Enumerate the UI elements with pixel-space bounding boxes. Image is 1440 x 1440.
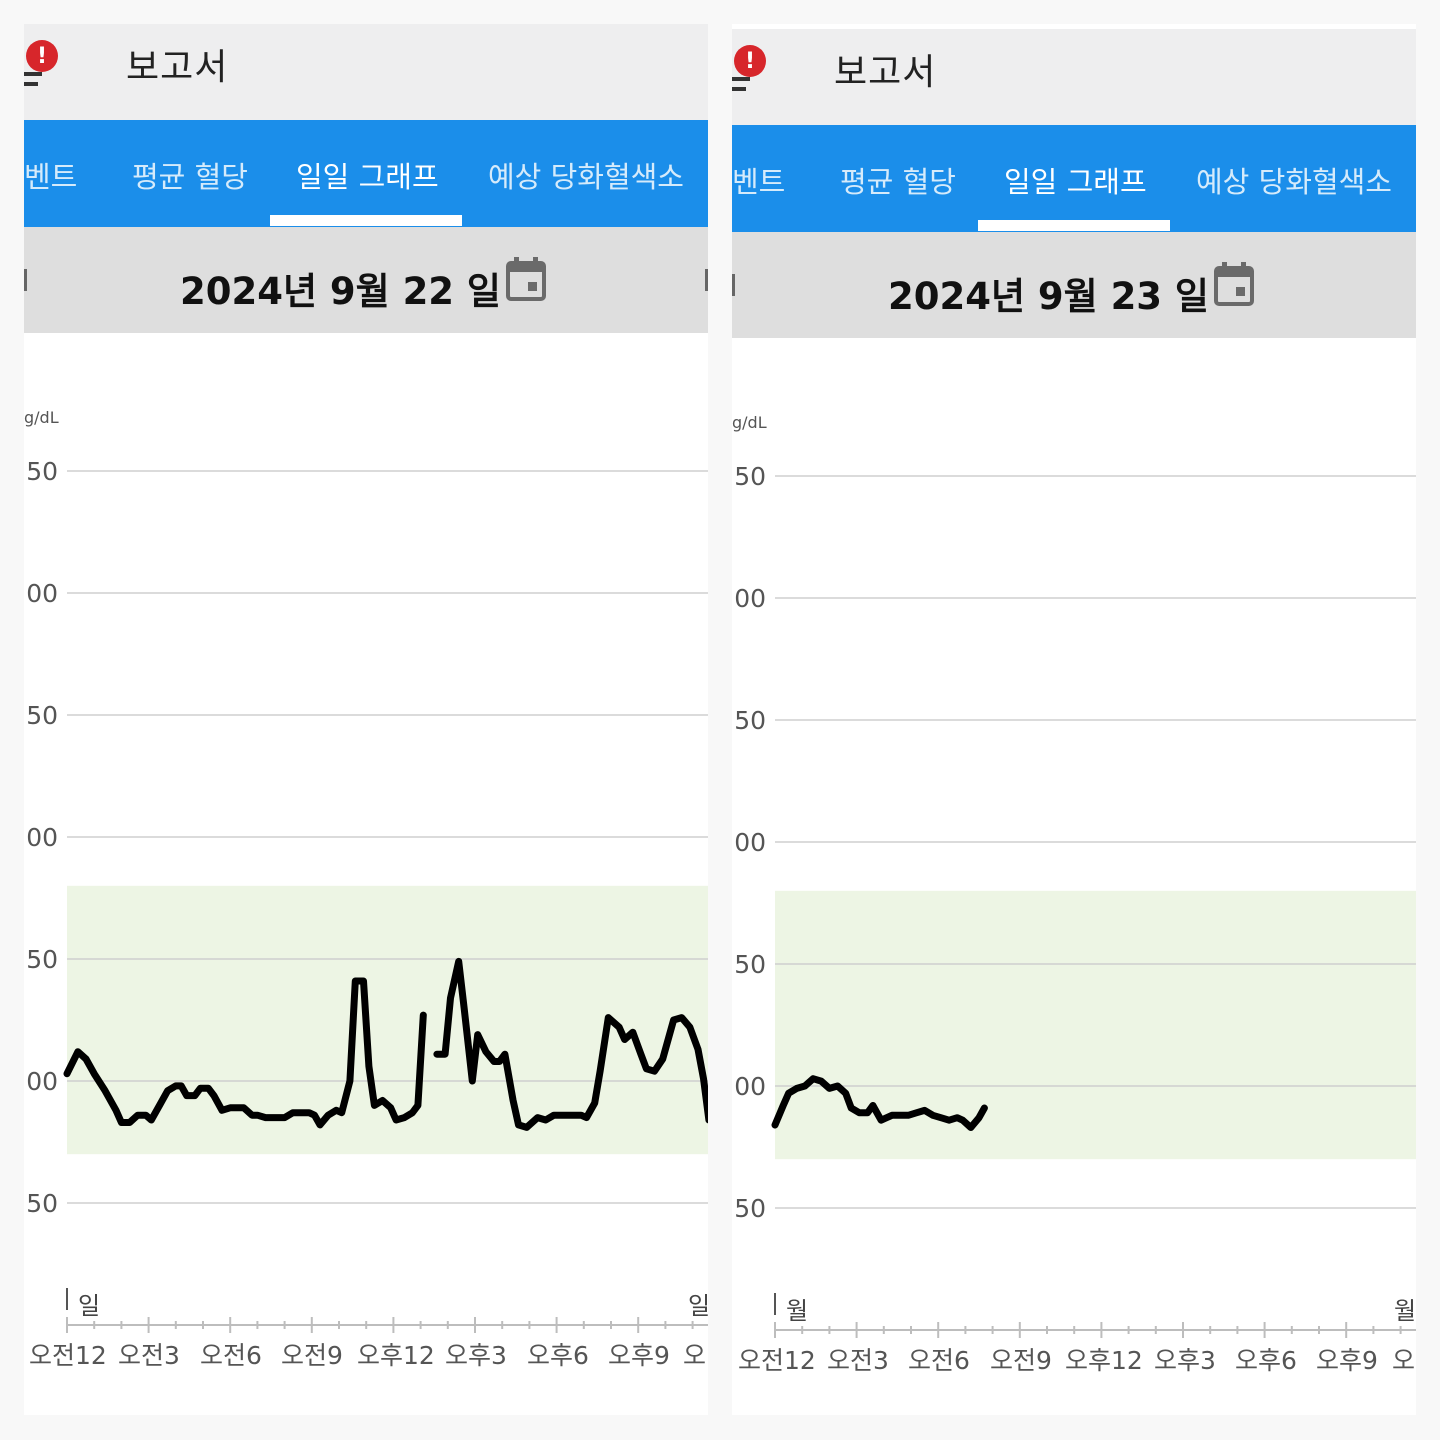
x-tick-label: 오전12 (738, 1346, 816, 1375)
x-tick-label: 오후12 (357, 1341, 435, 1370)
y-tick-label: 00 (26, 579, 58, 608)
y-axis-unit: g/dL (732, 413, 767, 432)
x-tick-label: 오전3 (827, 1346, 889, 1375)
tab-average-glucose[interactable]: 평균 혈당 (132, 160, 248, 194)
y-tick-label: 00 (26, 1067, 58, 1096)
x-tick-label: 오전9 (281, 1341, 343, 1370)
tab-daily-graph[interactable]: 일일 그래프 (1004, 165, 1147, 199)
x-tick-label: 오전12 (29, 1341, 107, 1370)
report-panel-sep-23: ! 보고서 벤트 평균 혈당 일일 그래프 예상 당화혈색소 2024년 9월 … (732, 24, 1416, 1415)
x-tick-label: 오후6 (527, 1341, 589, 1370)
y-tick-label: 50 (734, 462, 766, 491)
x-tick-label: 오전6 (200, 1341, 262, 1370)
tab-events[interactable]: 벤트 (732, 165, 786, 199)
previous-date-handle[interactable] (732, 274, 735, 296)
app-bar: ! 보고서 (24, 24, 708, 120)
page-title: 보고서 (834, 52, 937, 93)
day-end-label: 일 (688, 1292, 708, 1320)
next-date-handle[interactable] (705, 269, 708, 291)
y-tick-label: 50 (26, 701, 58, 730)
x-tick-label: 오전3 (118, 1341, 180, 1370)
tab-bar: 벤트 평균 혈당 일일 그래프 예상 당화혈색소 (24, 120, 708, 227)
y-tick-label: 00 (734, 828, 766, 857)
y-tick-label: 00 (734, 1072, 766, 1101)
target-range-band (775, 890, 1416, 1160)
daily-glucose-chart (771, 475, 1416, 1338)
y-tick-label: 00 (734, 584, 766, 613)
date-label: 2024년 9월 23 일 (888, 275, 1209, 318)
y-tick-label: 50 (26, 457, 58, 486)
active-tab-indicator (270, 215, 462, 226)
y-tick-label: 50 (26, 945, 58, 974)
glucose-line-segment (771, 1075, 988, 1131)
x-tick-label: 오후9 (1316, 1346, 1378, 1375)
y-tick-label: 50 (734, 950, 766, 979)
x-tick-label: 오후3 (445, 1341, 507, 1370)
y-tick-label: 00 (26, 823, 58, 852)
tab-events[interactable]: 벤트 (24, 160, 78, 194)
y-axis-unit: g/dL (24, 408, 59, 427)
report-panel-sep-22: ! 보고서 벤트 평균 혈당 일일 그래프 예상 당화혈색소 2024년 9월 … (24, 24, 708, 1415)
tab-average-glucose[interactable]: 평균 혈당 (840, 165, 956, 199)
x-tick-label: 오후6 (1235, 1346, 1297, 1375)
menu-icon-line (732, 87, 746, 91)
x-tick-label: 오후12 (1065, 1346, 1143, 1375)
app-bar: ! 보고서 (732, 29, 1416, 125)
x-tick-label: 오후9 (608, 1341, 670, 1370)
glucose-line-segment (63, 977, 427, 1129)
page-title: 보고서 (126, 47, 229, 88)
x-tick-label: 오전6 (908, 1346, 970, 1375)
previous-date-handle[interactable] (24, 269, 27, 291)
x-tick-label: 오 (683, 1341, 707, 1370)
tab-bar: 벤트 평균 혈당 일일 그래프 예상 당화혈색소 (732, 125, 1416, 232)
x-tick-label: 오전9 (990, 1346, 1052, 1375)
calendar-icon[interactable] (1214, 262, 1254, 306)
day-start-label: 일 (78, 1292, 101, 1320)
day-end-label: 월 (1394, 1297, 1416, 1325)
tab-daily-graph[interactable]: 일일 그래프 (296, 160, 439, 194)
calendar-icon[interactable] (506, 257, 546, 301)
day-start-label: 월 (786, 1297, 809, 1325)
daily-glucose-chart (63, 470, 708, 1333)
y-tick-label: 50 (734, 1194, 766, 1223)
x-tick-label: 오 (1392, 1346, 1416, 1375)
menu-icon[interactable] (732, 77, 750, 81)
menu-icon[interactable] (24, 72, 42, 76)
x-tick-label: 오후3 (1154, 1346, 1216, 1375)
date-bar: 2024년 9월 23 일 (732, 232, 1416, 338)
alert-icon[interactable]: ! (734, 45, 766, 77)
glucose-line-segment (433, 957, 708, 1131)
y-tick-label: 50 (26, 1189, 58, 1218)
active-tab-indicator (978, 220, 1170, 231)
tab-estimated-a1c[interactable]: 예상 당화혈색소 (1196, 165, 1392, 199)
date-label: 2024년 9월 22 일 (180, 270, 501, 313)
date-bar: 2024년 9월 22 일 (24, 227, 708, 333)
y-tick-label: 50 (734, 706, 766, 735)
alert-icon[interactable]: ! (26, 40, 58, 72)
menu-icon-line (24, 82, 38, 86)
tab-estimated-a1c[interactable]: 예상 당화혈색소 (488, 160, 684, 194)
